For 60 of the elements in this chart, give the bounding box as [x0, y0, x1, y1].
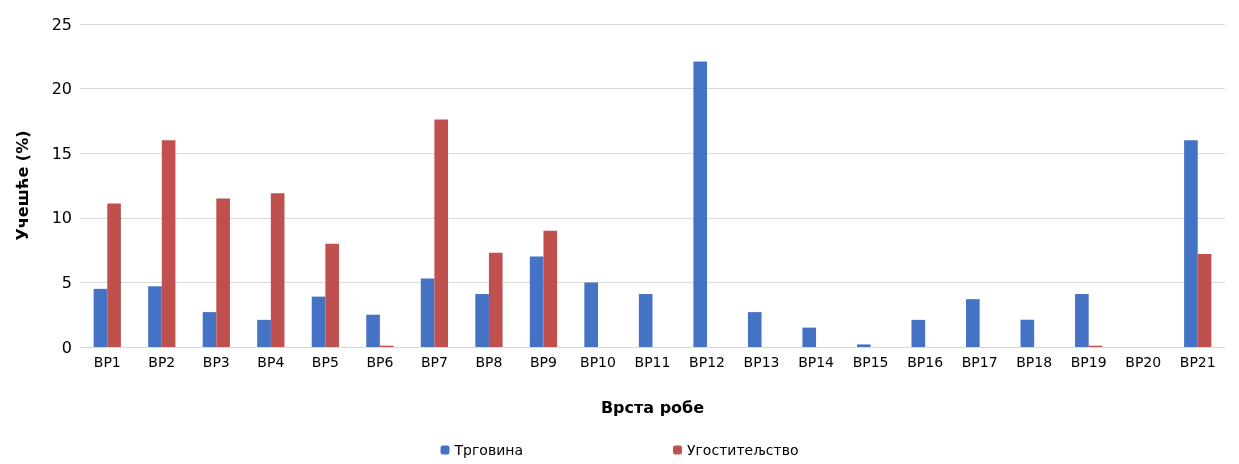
- x-tick-label: ВР14: [798, 354, 835, 370]
- x-tick-label: ВР20: [1125, 354, 1162, 370]
- bar: [529, 256, 544, 347]
- bar: [1184, 140, 1198, 347]
- x-tick-label: ВР15: [852, 354, 889, 370]
- x-tick-label: ВР7: [420, 354, 448, 370]
- y-tick-label: 25: [51, 14, 72, 34]
- bar: [366, 314, 380, 347]
- x-tick-label: ВР6: [366, 354, 394, 370]
- bar: [161, 140, 176, 347]
- x-tick-label: ВР2: [148, 354, 176, 370]
- bar: [1197, 253, 1212, 347]
- x-tick-label: ВР11: [634, 354, 671, 370]
- x-tick-label: ВР10: [580, 354, 616, 370]
- y-tick-label: 10: [51, 208, 72, 228]
- x-tick-label: ВР4: [257, 354, 285, 370]
- bar: [257, 319, 271, 347]
- bar: [434, 119, 449, 347]
- bar: [1075, 294, 1089, 347]
- bar: [856, 344, 871, 347]
- x-tick-label: ВР1: [93, 354, 121, 370]
- y-tick-label: 20: [51, 79, 72, 99]
- bar: [93, 288, 108, 347]
- y-tick-label: 0: [61, 337, 72, 357]
- bar: [638, 294, 653, 347]
- legend-label: Трговина: [453, 442, 523, 458]
- bar: [911, 319, 926, 347]
- bar: [216, 198, 230, 347]
- bar: [543, 230, 558, 347]
- bar: [966, 299, 980, 347]
- bar: [488, 252, 503, 347]
- x-tick-label: ВР8: [475, 354, 503, 370]
- x-tick-label: ВР17: [961, 354, 998, 370]
- x-tick-label: ВР9: [529, 354, 557, 370]
- bar: [270, 193, 285, 347]
- x-tick-label: ВР16: [907, 354, 944, 370]
- legend-label: Угоститељство: [686, 442, 799, 458]
- bar: [325, 243, 339, 347]
- x-tick-label: ВР3: [202, 354, 230, 370]
- bar: [584, 282, 598, 347]
- bar: [1020, 319, 1035, 347]
- bar: [202, 312, 217, 347]
- y-tick-label: 5: [61, 272, 72, 292]
- bar: [475, 294, 489, 347]
- x-tick-label: ВР18: [1016, 354, 1053, 370]
- x-tick-label: ВР19: [1070, 354, 1107, 370]
- bar: [420, 278, 435, 347]
- bar: [311, 296, 326, 347]
- x-axis-title: Врста робе: [600, 397, 705, 417]
- x-tick-label: ВР5: [311, 354, 339, 370]
- y-axis-title: Учешће (%): [12, 130, 32, 241]
- y-tick-label: 15: [51, 143, 72, 163]
- bar: [107, 203, 121, 347]
- x-tick-label: ВР21: [1179, 354, 1216, 370]
- bar: [747, 312, 762, 347]
- bar: [148, 286, 162, 347]
- bar: [802, 327, 817, 347]
- x-tick-label: ВР12: [689, 354, 725, 370]
- bar: [693, 61, 708, 347]
- x-tick-label: ВР13: [743, 354, 780, 370]
